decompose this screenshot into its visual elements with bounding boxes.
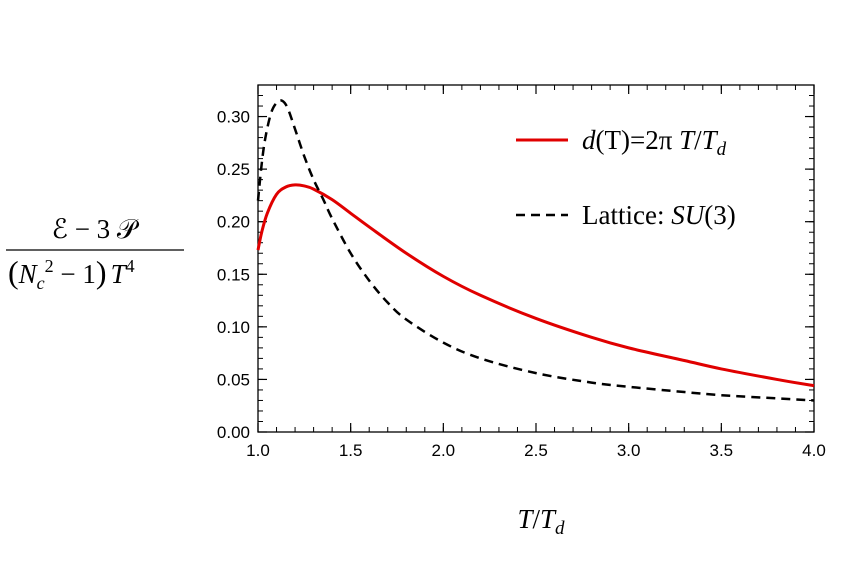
y-tick-label: 0.15: [217, 265, 250, 284]
y-tick-label: 0.30: [217, 108, 250, 127]
legend-label-lattice: Lattice: SU(3): [582, 200, 736, 230]
axis-ticks: [257, 84, 815, 433]
x-tick-label: 3.0: [617, 441, 641, 460]
x-tick-label: 4.0: [802, 441, 826, 460]
series-layer: [256, 99, 815, 402]
x-tick-label: 1.5: [339, 441, 363, 460]
x-tick-label: 2.0: [432, 441, 456, 460]
x-tick-label: 1.0: [246, 441, 270, 460]
series-line-model: [256, 183, 815, 388]
y-label-numerator: ℰ − 3 𝒫: [52, 214, 140, 244]
tick-labels: 1.0 1.5 2.0 2.5 3.0 3.5 4.0 0.00 0.05 0.10 0.15 0.2…: [217, 108, 826, 460]
legend: d(T)=2π T/Td Lattice: SU(3): [516, 125, 736, 230]
y-tick-label: 0.05: [217, 370, 250, 389]
x-tick-label: 2.5: [524, 441, 548, 460]
plot-frame: [257, 84, 815, 433]
legend-label-model: d(T)=2π T/Td: [582, 125, 727, 160]
y-tick-label: 0.20: [217, 213, 250, 232]
y-tick-label: 0.10: [217, 318, 250, 337]
y-axis-label: ℰ − 3 𝒫 (Nc2 − 1) T4: [6, 214, 184, 293]
x-tick-label: 3.5: [710, 441, 734, 460]
series-line-lattice: [256, 99, 815, 402]
y-tick-label: 0.25: [217, 160, 250, 179]
y-label-denominator: (Nc2 − 1) T4: [8, 254, 135, 293]
y-tick-label: 0.00: [217, 423, 250, 442]
x-axis-label: T/Td: [517, 504, 565, 539]
